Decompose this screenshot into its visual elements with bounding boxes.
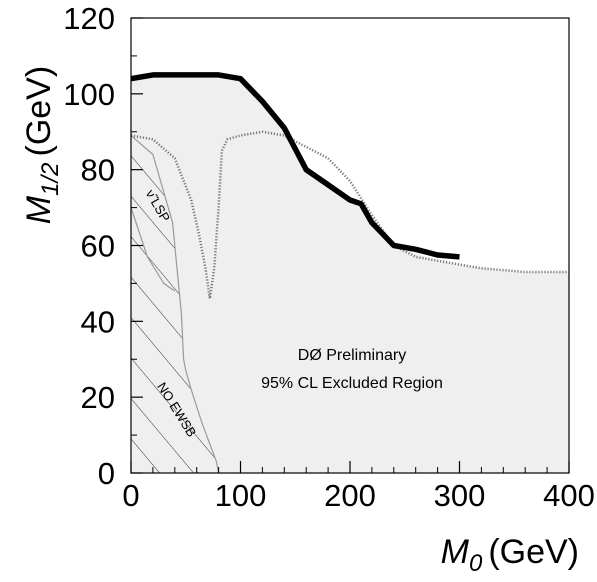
x-axis-title: M0 (GeV) [441,533,579,577]
no-ewsb-boundary-line [131,135,220,473]
d0-limit-curve [131,72,460,260]
y-axis-unit: (GeV) [20,66,58,157]
annotation-excluded-region: 95% CL Excluded Region [261,375,443,392]
x-tick-label: 400 [543,478,595,513]
y-tick-label: 120 [63,1,115,36]
y-tick-label: 60 [81,229,115,264]
no-ewsb-hatched-region [131,135,219,473]
y-tick-label: 80 [81,153,115,188]
x-tick-label: 200 [324,478,376,513]
lsp-boundary-line [131,207,176,292]
y-axis-subscript: 1/2 [37,162,64,195]
y-tick-label: 100 [63,77,115,112]
x-axis-unit: (GeV) [488,533,579,571]
annotation-experiment: DØ Preliminary [298,347,406,364]
x-axis-symbol: M [441,533,470,571]
x-axis-subscript: 0 [469,550,483,577]
x-tick-label: 100 [215,478,267,513]
x-tick-label: 300 [434,478,486,513]
x-tick-label: 0 [122,478,139,513]
y-tick-label: 20 [81,380,115,415]
y-axis-title: M1/2 (GeV) [20,66,64,224]
y-axis-symbol: M [20,195,58,224]
axis-ticks [130,17,570,474]
axis-tick-labels: 0 100 200 300 400 0 20 40 60 80 100 120 [63,1,595,513]
y-tick-label: 0 [98,456,115,491]
excluded-region [131,74,569,473]
y-tick-label: 40 [81,304,115,339]
